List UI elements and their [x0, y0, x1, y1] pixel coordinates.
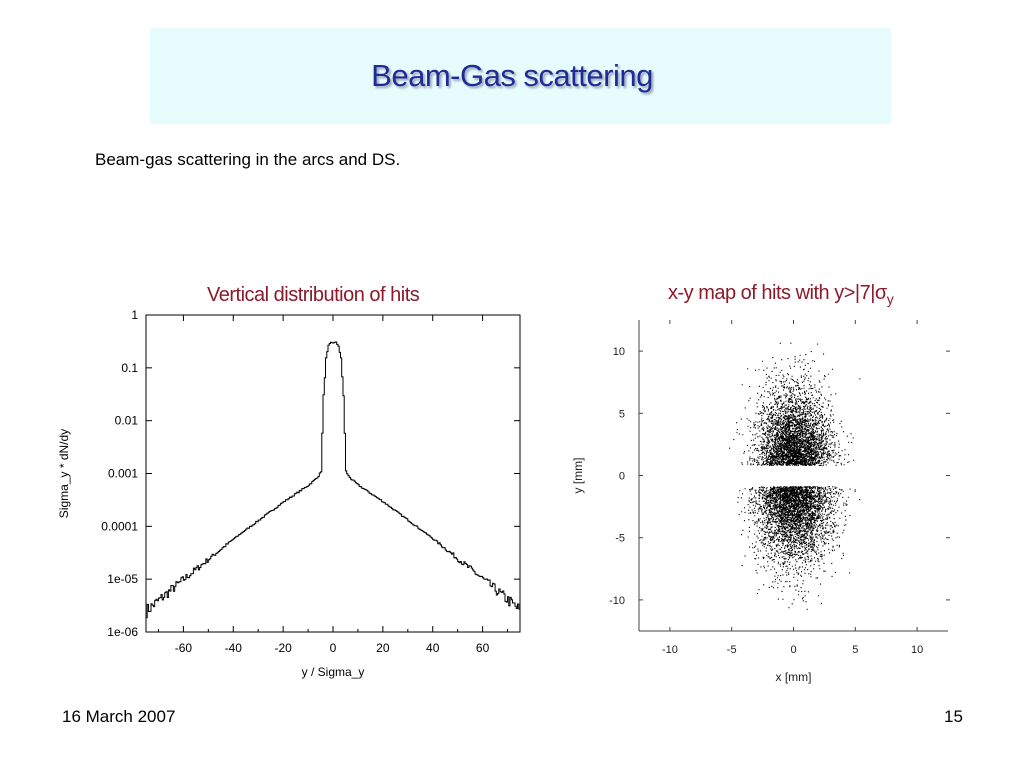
x-axis-label: x [mm]	[776, 670, 812, 684]
y-tick-label: 10	[613, 346, 625, 358]
title-banner	[150, 28, 891, 124]
x-tick-label: 40	[426, 641, 440, 655]
y-tick-label: 1e-05	[107, 572, 138, 586]
y-tick-label: 1e-06	[107, 625, 138, 639]
page-number: 15	[944, 707, 963, 726]
y-axis-label: Sigma_y * dN/dy	[57, 429, 71, 518]
hit-points	[729, 342, 861, 610]
footer-date: 16 March 2007	[62, 707, 176, 726]
y-axis-label: y [mm]	[571, 458, 585, 494]
y-tick-label: 0.01	[115, 414, 139, 428]
y-tick-label: -5	[615, 533, 625, 545]
x-tick-label: 10	[911, 644, 923, 656]
distribution-curve	[146, 341, 521, 619]
x-tick-label: -5	[727, 644, 737, 656]
right-chart-title-text: x-y map of hits with y>|7|σ	[668, 282, 887, 304]
x-tick-label: 20	[376, 641, 390, 655]
x-tick-label: 5	[852, 644, 858, 656]
right-chart-title: x-y map of hits with y>|7|σy	[668, 282, 894, 307]
xy-hit-map-chart: 10 5 0 -5 -10 -10 -5 0 5 10 x [mm] y [mm]	[571, 320, 950, 684]
y-tick-label: 0.001	[108, 467, 138, 481]
plot-frame	[145, 314, 521, 633]
left-chart-title: Vertical distribution of hits	[207, 284, 420, 306]
y-tick-label: 5	[619, 408, 625, 420]
x-tick-label: -10	[662, 644, 678, 656]
vertical-distribution-chart: 1 0.1 0.01 0.001 0.0001 1e-05 1e-06 -60 -40 -20 0 2…	[57, 308, 521, 679]
x-axis-label: y / Sigma_y	[302, 665, 365, 679]
y-tick-label: 1	[131, 308, 138, 322]
slide-title: Beam-Gas scattering	[371, 58, 653, 93]
x-tick-label: 60	[476, 641, 490, 655]
y-tick-label: 0.0001	[101, 519, 138, 533]
x-tick-label: -20	[274, 641, 292, 655]
y-tick-label: 0.1	[121, 361, 138, 375]
x-tick-label: -60	[175, 641, 193, 655]
scatter-points	[729, 342, 861, 610]
x-tick-label: -40	[225, 641, 243, 655]
x-tick-label: 0	[790, 644, 796, 656]
right-chart-title-subscript: y	[886, 291, 894, 307]
x-tick-label: 0	[330, 641, 337, 655]
y-tick-label: 0	[619, 471, 625, 483]
y-tick-label: -10	[609, 595, 625, 607]
bullet-text: Beam-gas scattering in the arcs and DS.	[95, 150, 401, 169]
